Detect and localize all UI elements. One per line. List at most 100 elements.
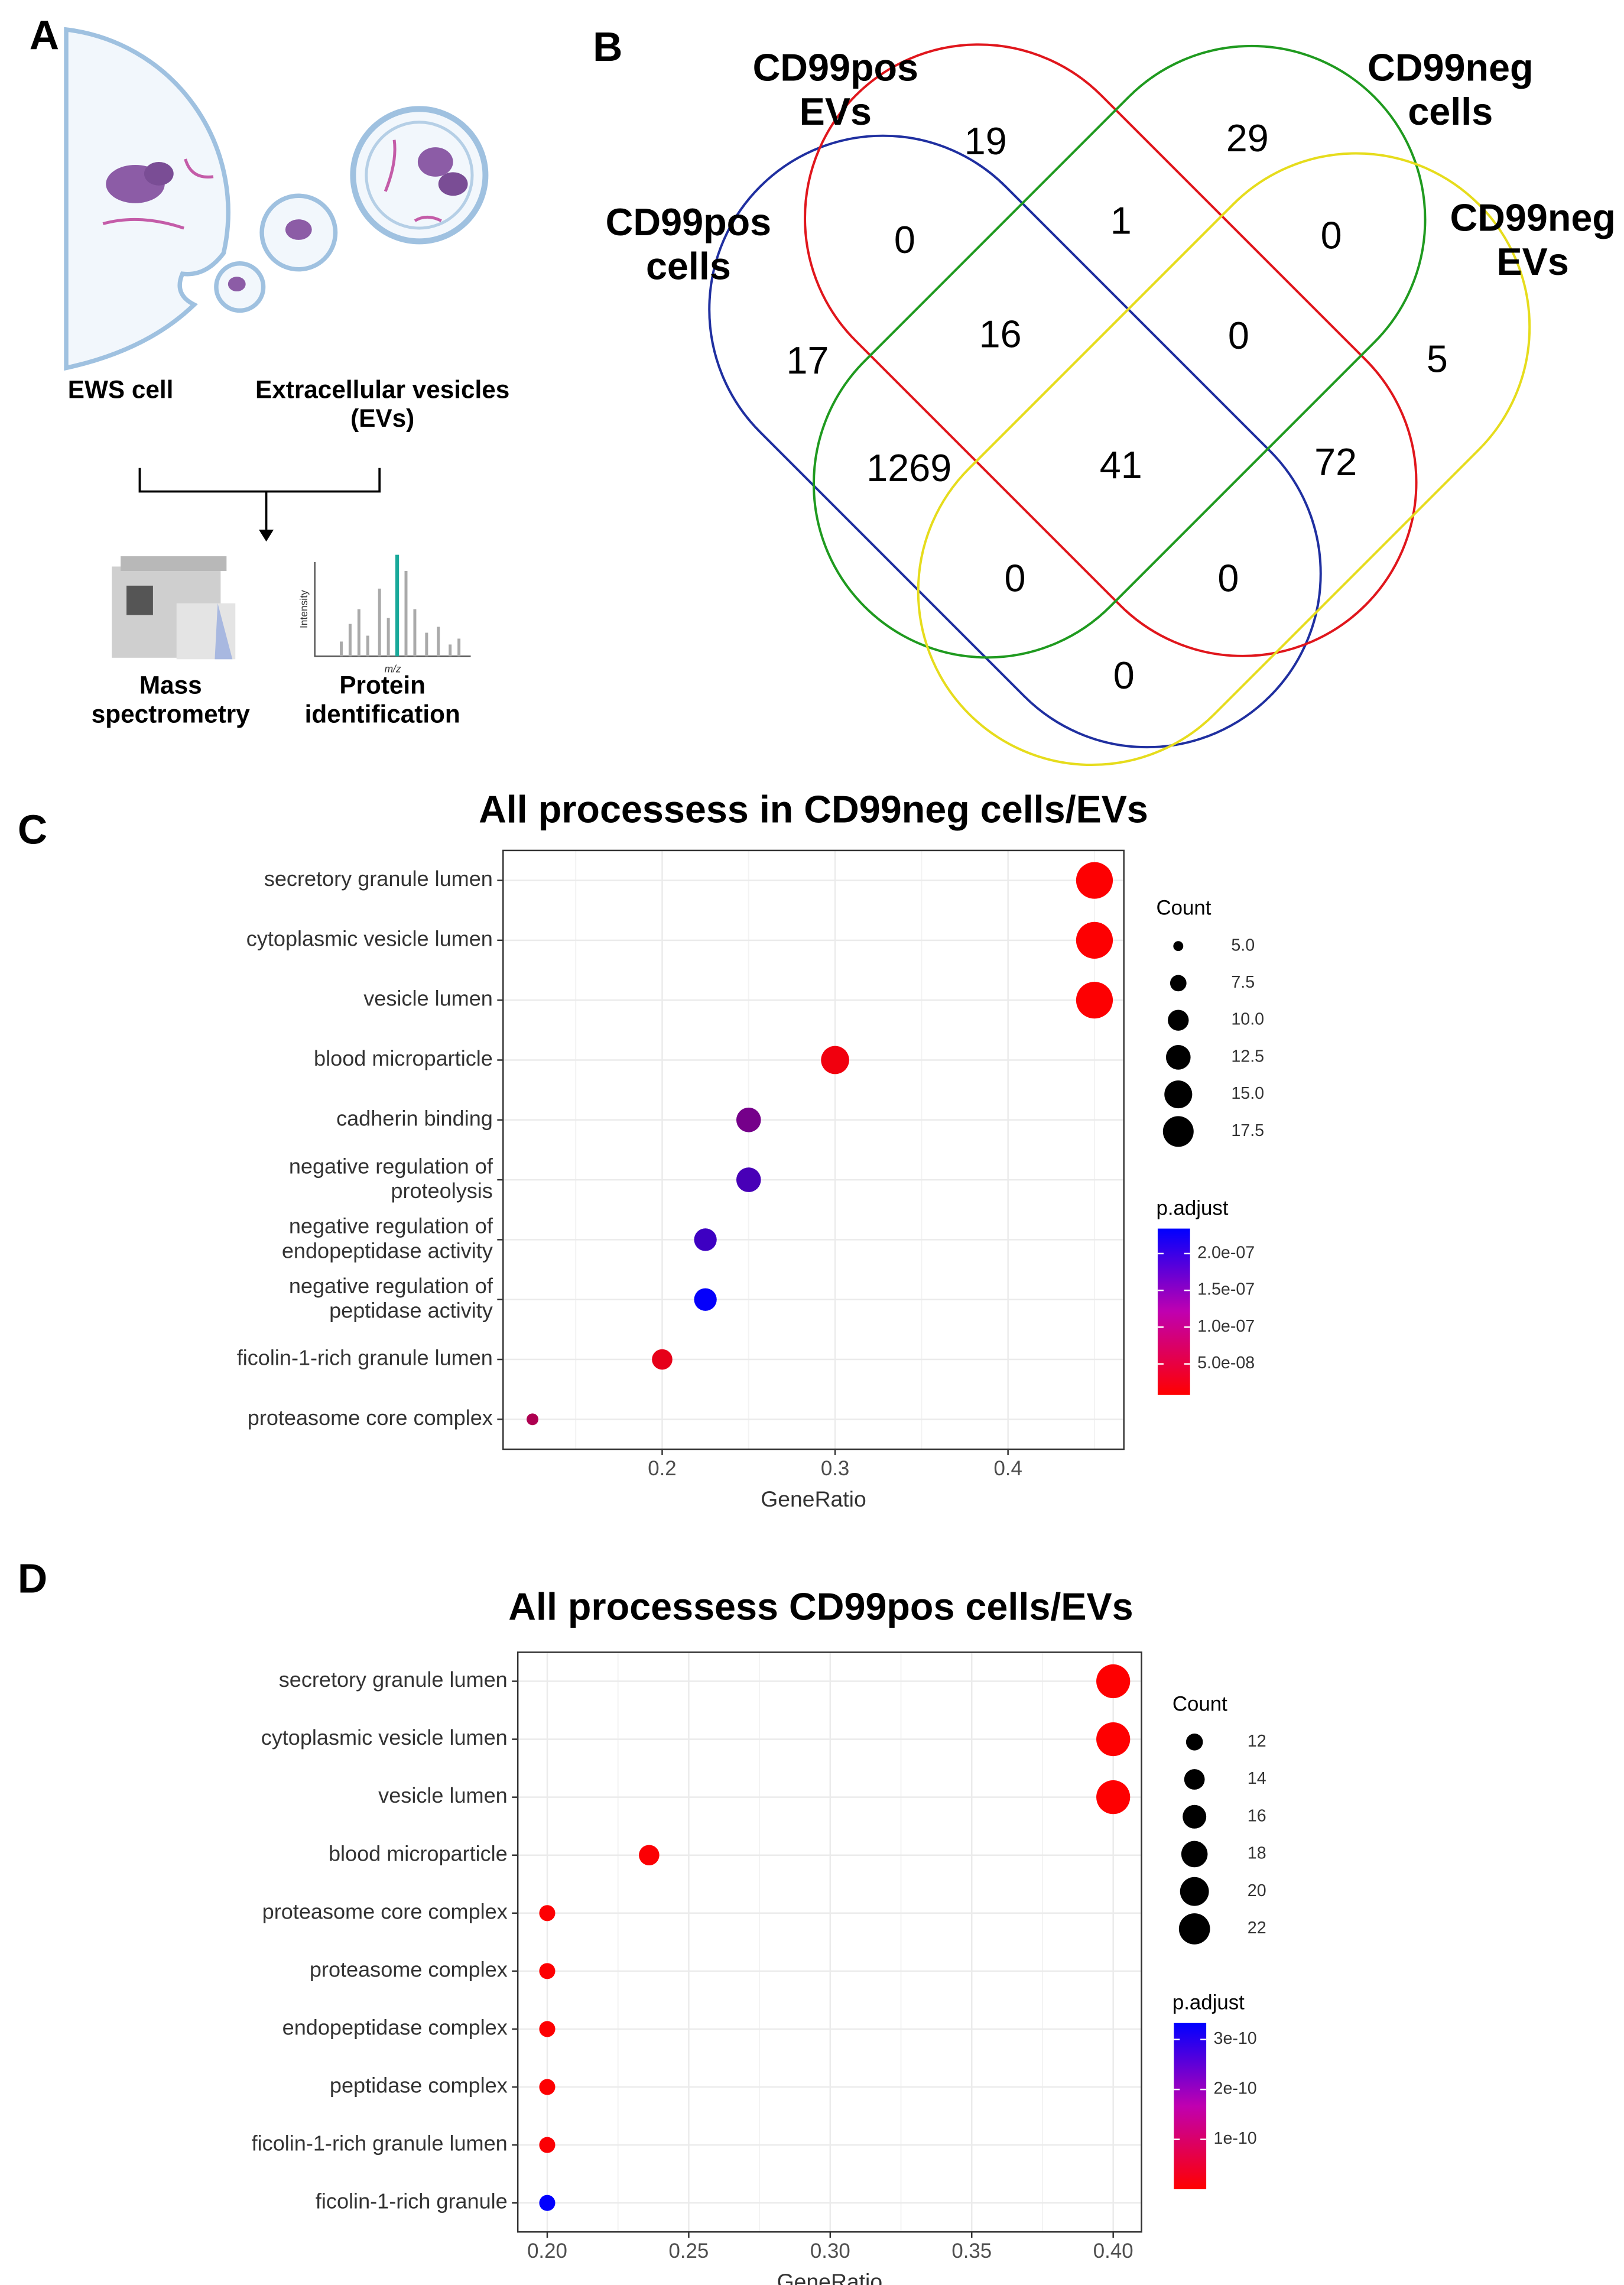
- size-legend-label: 5.0: [1231, 936, 1255, 955]
- y-tick-label: proteasome core complex: [248, 1406, 493, 1430]
- venn-set: [917, 152, 1531, 767]
- venn-count: 17: [787, 339, 829, 382]
- size-legend-dot: [1183, 1804, 1207, 1829]
- x-tick-label: 0.20: [527, 2239, 567, 2263]
- venn-count: 0: [1217, 556, 1239, 599]
- color-legend-label: 3e-10: [1214, 2029, 1257, 2048]
- size-legend-label: 14: [1248, 1769, 1266, 1788]
- method-label: Mass spectrometry: [92, 671, 250, 728]
- size-legend-label: 10.0: [1231, 1010, 1264, 1029]
- size-legend-dot: [1165, 1045, 1191, 1070]
- size-legend-dot: [1173, 941, 1184, 952]
- dot: [652, 1349, 673, 1370]
- size-legend-title: Count: [1172, 1692, 1227, 1715]
- instrument: [121, 556, 227, 571]
- size-legend-dot: [1178, 1913, 1210, 1945]
- size-legend-dot: [1180, 1877, 1209, 1906]
- color-legend-label: 1.0e-07: [1197, 1317, 1255, 1336]
- rna: [384, 139, 397, 192]
- bracket: [138, 468, 381, 530]
- spectrum-peaks: [339, 570, 461, 657]
- protein: [438, 172, 468, 196]
- dot: [1076, 982, 1113, 1019]
- y-tick-label: blood microparticle: [329, 1841, 508, 1865]
- size-legend-label: 15.0: [1231, 1084, 1264, 1103]
- dot: [527, 1413, 538, 1426]
- x-tick-label: 0.3: [821, 1457, 849, 1480]
- plot-background: [503, 850, 1124, 1449]
- dot: [539, 2079, 556, 2095]
- plot-border: [517, 1651, 1142, 2233]
- vesicle: [350, 106, 489, 245]
- dot: [821, 1046, 849, 1075]
- y-tick-label: cytoplasmic vesicle lumen: [246, 926, 493, 950]
- size-legend-dot: [1170, 975, 1187, 992]
- venn-count: 0: [1113, 654, 1135, 697]
- size-legend-dot: [1164, 1080, 1193, 1109]
- y-tick-label: negative regulation of proteolysis: [289, 1154, 493, 1203]
- instrument: [126, 585, 153, 615]
- spectrum-y-label: Intensity: [298, 590, 310, 628]
- panel-label: C: [18, 806, 47, 852]
- y-tick-label: negative regulation of peptidase activity: [289, 1274, 493, 1323]
- panel-label: B: [593, 24, 622, 70]
- chart-title: All processess CD99pos cells/EVs: [508, 1585, 1133, 1628]
- venn-set-name: CD99pos cells: [606, 200, 771, 287]
- y-tick-label: ficolin-1-rich granule lumen: [252, 2131, 508, 2156]
- color-legend-label: 1e-10: [1214, 2129, 1257, 2148]
- size-legend-dot: [1184, 1769, 1205, 1790]
- dot: [1076, 862, 1113, 899]
- panel-label: A: [30, 12, 59, 58]
- protein: [144, 161, 174, 186]
- venn-count: 72: [1314, 440, 1357, 483]
- chart-title: All processess in CD99neg cells/EVs: [479, 787, 1148, 830]
- size-legend-dot: [1168, 1010, 1189, 1031]
- color-legend-label: 2e-10: [1214, 2079, 1257, 2098]
- venn-count: 0: [1228, 314, 1249, 357]
- instrument: [215, 603, 233, 660]
- size-legend-label: 16: [1248, 1806, 1266, 1825]
- venn-set-name: CD99neg cells: [1368, 46, 1533, 133]
- size-legend-label: 20: [1248, 1881, 1266, 1900]
- y-tick-label: ficolin-1-rich granule lumen: [237, 1346, 493, 1370]
- venn-set: [804, 43, 1418, 657]
- venn-count: 1: [1110, 199, 1132, 242]
- color-bar: [1174, 2023, 1207, 2190]
- y-tick-label: secretory granule lumen: [264, 866, 493, 891]
- color-legend-label: 2.0e-07: [1197, 1243, 1255, 1262]
- x-axis-label: GeneRatio: [761, 1486, 866, 1511]
- x-tick-label: 0.35: [951, 2239, 992, 2263]
- dot: [736, 1107, 761, 1132]
- plot-border: [502, 849, 1125, 1450]
- venn-count: 19: [964, 119, 1007, 163]
- rna: [102, 218, 184, 230]
- cell-label: EWS cell: [68, 375, 174, 403]
- venn-count: 16: [979, 312, 1022, 355]
- dot: [539, 1963, 556, 1979]
- protein: [417, 147, 453, 177]
- dot: [539, 2137, 556, 2153]
- ev-label: Extracellular vesicles (EVs): [255, 375, 509, 432]
- y-tick-label: endopeptidase complex: [282, 2015, 508, 2039]
- schematic: Intensity m/z EWS cell Extracellular ves…: [64, 27, 509, 728]
- y-tick-label: peptidase complex: [330, 2073, 508, 2098]
- y-tick-label: vesicle lumen: [363, 986, 493, 1011]
- dot: [639, 1845, 660, 1866]
- color-legend-title: p.adjust: [1172, 1991, 1245, 2014]
- dot: [1076, 921, 1113, 959]
- size-legend-dot: [1185, 1734, 1203, 1751]
- venn-count: 1269: [866, 446, 951, 489]
- venn-set-name: CD99neg EVs: [1450, 196, 1615, 283]
- y-tick-label: secretory granule lumen: [279, 1667, 508, 1692]
- vesicle-membrane: [365, 121, 474, 230]
- y-tick-label: cadherin binding: [336, 1106, 493, 1130]
- venn-count: 0: [1321, 214, 1342, 257]
- size-legend-label: 18: [1248, 1844, 1266, 1863]
- x-tick-label: 0.2: [648, 1457, 676, 1480]
- color-bar: [1157, 1228, 1190, 1395]
- protein: [285, 219, 312, 240]
- dot: [1096, 1780, 1131, 1815]
- y-tick-label: negative regulation of endopeptidase acti…: [282, 1213, 493, 1262]
- protein: [228, 277, 246, 292]
